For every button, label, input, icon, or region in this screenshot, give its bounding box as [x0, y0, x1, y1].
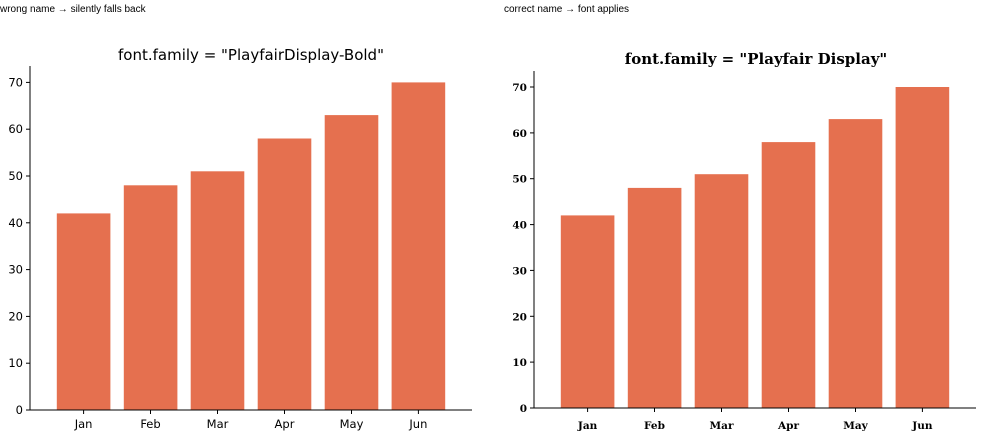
x-tick-label: Jan: [74, 417, 93, 431]
y-tick-label: 60: [8, 122, 23, 136]
bar-may: [324, 115, 379, 410]
y-tick-label: 10: [512, 357, 527, 369]
y-tick-label: 20: [8, 309, 23, 323]
bar-jan: [560, 215, 615, 408]
caption-right: correct name → font applies: [504, 4, 630, 15]
bar-feb: [627, 187, 682, 408]
x-tick-label: Apr: [275, 417, 295, 431]
y-tick-label: 10: [8, 356, 23, 370]
y-tick-label: 50: [512, 174, 527, 186]
x-tick-label: Mar: [207, 417, 229, 431]
bar-mar: [694, 174, 749, 408]
x-tick-label: Mar: [710, 420, 734, 432]
y-tick-label: 70: [8, 75, 23, 89]
y-tick-label: 70: [512, 82, 527, 94]
y-tick-label: 30: [512, 265, 527, 277]
x-tick-label: May: [843, 420, 868, 432]
bar-jun: [895, 87, 950, 408]
y-tick-label: 40: [8, 216, 23, 230]
y-tick-label: 40: [512, 220, 527, 232]
x-tick-label: May: [340, 417, 364, 431]
bar-may: [828, 119, 883, 408]
chart-title: font.family = "PlayfairDisplay-Bold": [118, 46, 384, 64]
chart-title: font.family = "Playfair Display": [625, 50, 888, 68]
bar-apr: [257, 138, 312, 410]
y-tick-label: 0: [16, 403, 23, 417]
bar-jan: [56, 213, 111, 410]
chart-left: font.family = "PlayfairDisplay-Bold" Jan F…: [8, 46, 472, 431]
x-tick-label: Feb: [140, 417, 160, 431]
y-tick-label: 30: [8, 263, 23, 277]
x-tick-label: Jun: [408, 417, 427, 431]
bar-apr: [761, 142, 816, 408]
x-tick-label: Apr: [777, 420, 799, 432]
x-tick-label: Jan: [577, 420, 598, 432]
y-tick-label: 60: [512, 128, 527, 140]
bar-mar: [190, 171, 245, 410]
y-tick-label: 50: [8, 169, 23, 183]
chart-right: font.family = "Playfair Display" Jan Feb Ma…: [512, 50, 976, 432]
caption-left: wrong name → silently falls back: [0, 4, 146, 15]
bar-feb: [123, 185, 178, 410]
x-tick-label: Jun: [911, 420, 933, 432]
y-tick-label: 0: [520, 403, 527, 415]
y-tick-label: 20: [512, 311, 527, 323]
bar-jun: [391, 82, 446, 411]
x-tick-label: Feb: [644, 420, 665, 432]
